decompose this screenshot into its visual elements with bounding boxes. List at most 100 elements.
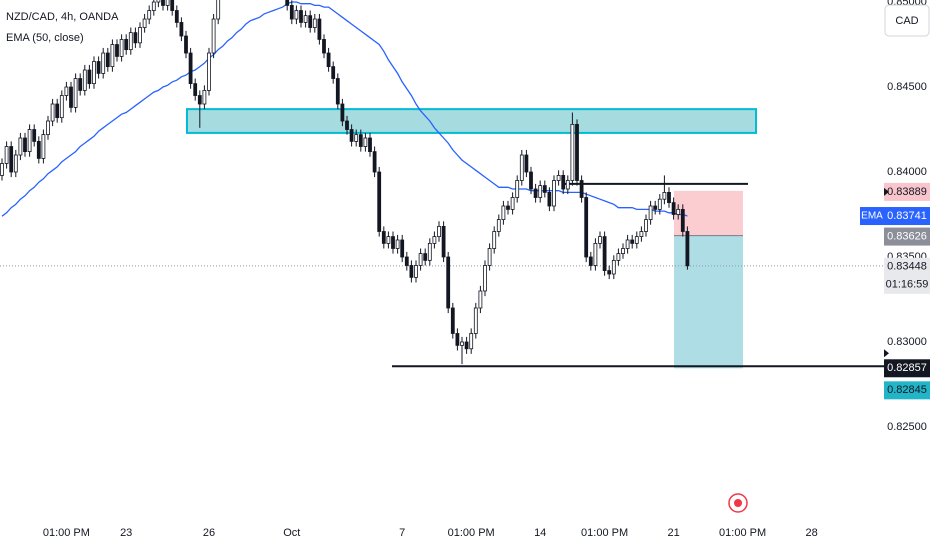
axis-marker xyxy=(884,349,889,358)
candle-body xyxy=(207,52,211,91)
candle-body xyxy=(285,0,290,6)
candle-body xyxy=(161,0,165,6)
candle-body xyxy=(50,103,55,122)
x-tick-label: 01:00 PM xyxy=(448,527,495,539)
candle-body xyxy=(36,141,41,159)
candle-body xyxy=(133,32,138,44)
candle-body xyxy=(377,171,382,232)
target-price-tag: 0.82845 xyxy=(887,384,927,396)
candle-body xyxy=(193,83,198,96)
candle-body xyxy=(317,18,322,40)
candle-body xyxy=(299,10,303,23)
candle-body xyxy=(418,253,423,266)
candle-body xyxy=(73,78,78,108)
candle-body xyxy=(156,0,161,3)
candle-body xyxy=(354,134,359,142)
candle-body xyxy=(593,242,598,266)
candle-body xyxy=(289,5,294,20)
candle-body xyxy=(441,225,446,258)
candle-body xyxy=(188,52,193,85)
candle-body xyxy=(340,103,345,122)
candle-body xyxy=(115,44,119,57)
candle-body xyxy=(455,333,460,346)
candle-body xyxy=(335,78,340,105)
candle-body xyxy=(55,103,60,119)
candle-body xyxy=(496,219,501,232)
candle-body xyxy=(607,270,612,275)
candle-body xyxy=(506,205,510,210)
x-tick-label: 01:00 PM xyxy=(581,527,628,539)
y-tick-label: 0.84000 xyxy=(887,166,927,178)
candle-body xyxy=(13,154,18,173)
candle-body xyxy=(662,192,667,200)
support-price-tag: 0.82857 xyxy=(887,362,927,374)
candle-body xyxy=(446,256,451,309)
x-tick-label: 23 xyxy=(120,527,132,539)
candle-body xyxy=(391,236,395,249)
candle-body xyxy=(529,171,533,190)
candle-body xyxy=(469,333,474,350)
candle-body xyxy=(501,205,506,220)
candle-body xyxy=(473,307,478,334)
candle-body xyxy=(519,154,524,181)
candle-body xyxy=(395,239,400,249)
currency-label[interactable]: CAD xyxy=(895,15,918,27)
candle-body xyxy=(653,205,658,210)
candle-body xyxy=(483,265,487,292)
candle-body xyxy=(460,341,464,346)
candle-body xyxy=(170,0,175,11)
candle-body xyxy=(478,290,483,309)
candle-body xyxy=(634,236,639,244)
x-tick-label: 7 xyxy=(399,527,405,539)
ema-price-tag: 0.83741 xyxy=(887,210,927,222)
candle-body xyxy=(667,192,671,204)
candle-body xyxy=(414,265,418,278)
axis-marker xyxy=(884,187,889,196)
candle-body xyxy=(312,18,317,28)
y-tick-label: 0.82500 xyxy=(887,421,927,433)
candle-body xyxy=(404,256,409,266)
candle-body xyxy=(294,10,299,20)
y-tick-label: 0.83000 xyxy=(887,336,927,348)
candle-body xyxy=(584,197,589,258)
currency-button[interactable] xyxy=(884,4,930,37)
ema-name-tag-bg xyxy=(860,207,884,226)
support-price-tag-bg xyxy=(884,359,930,378)
candle-body xyxy=(671,202,676,215)
candle-body xyxy=(492,231,497,249)
candle-body xyxy=(575,124,579,181)
candle-body xyxy=(358,134,363,147)
candle-body xyxy=(147,10,152,20)
event-icon-dot xyxy=(734,499,742,507)
candle-body xyxy=(308,15,313,28)
candle-body xyxy=(326,52,331,68)
candle-body xyxy=(345,120,349,130)
candle-body xyxy=(432,236,437,244)
candle-body xyxy=(92,61,96,85)
price-axis: 0.825000.830000.835000.840000.845000.850… xyxy=(860,0,930,433)
ema-name-tag: EMA xyxy=(861,211,883,222)
candle-body xyxy=(616,253,621,261)
candle-body xyxy=(110,44,115,68)
candle-body xyxy=(174,10,179,23)
candle-body xyxy=(579,180,584,198)
candle-body xyxy=(59,95,64,119)
candle-body xyxy=(487,248,492,266)
candle-body xyxy=(602,236,607,271)
candle-body xyxy=(381,231,386,244)
candle-body xyxy=(4,146,9,164)
candle-body xyxy=(625,239,630,249)
candle-body xyxy=(547,192,552,207)
current-price-tag-bg xyxy=(884,257,930,294)
y-tick-label: 0.85000 xyxy=(887,0,927,8)
candle-body xyxy=(648,205,653,220)
candle-body xyxy=(142,18,147,28)
candle-body xyxy=(437,225,441,237)
candle-body xyxy=(82,69,87,91)
x-tick-label: 28 xyxy=(805,527,817,539)
candle-body xyxy=(524,154,529,173)
candle-body xyxy=(400,239,405,258)
